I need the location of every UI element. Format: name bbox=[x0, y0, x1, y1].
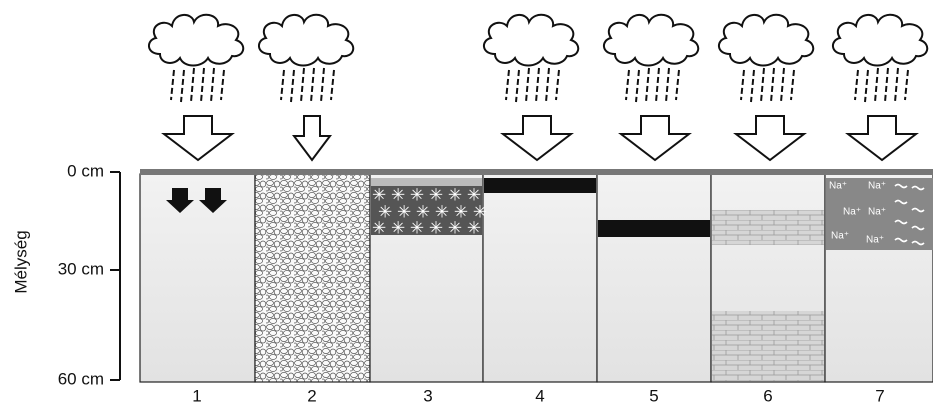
ion: Na⁺ bbox=[866, 235, 884, 246]
column-label: 5 bbox=[649, 386, 658, 405]
depth-axis: 0 cm 30 cm 60 cm Mélység bbox=[11, 161, 121, 388]
soil-columns: ✳ ✳ ✳ ✳ ✳ ✳ ✳ ✳ ✳ ✳ ✳ ✳ ✳ ✳ ✳ ✳ ✳ ✳ bbox=[139, 169, 933, 383]
axis-title: Mélység bbox=[11, 230, 30, 293]
svg-text:✳ ✳ ✳ ✳ ✳ ✳: ✳ ✳ ✳ ✳ ✳ ✳ bbox=[372, 185, 481, 204]
column-label: 3 bbox=[423, 386, 432, 405]
clouds bbox=[147, 13, 929, 161]
ion: Na⁺ bbox=[868, 207, 886, 218]
svg-text:✳ ✳ ✳ ✳ ✳ ✳: ✳ ✳ ✳ ✳ ✳ ✳ bbox=[372, 218, 481, 237]
ion-labels: Na⁺ Na⁺ Na⁺ Na⁺ Na⁺ Na⁺ bbox=[829, 181, 886, 246]
column-labels: 1 2 3 4 5 6 7 bbox=[192, 386, 884, 405]
ion: Na⁺ bbox=[829, 181, 847, 192]
column-label: 7 bbox=[875, 386, 884, 405]
column-label: 6 bbox=[763, 386, 772, 405]
tick-label: 0 cm bbox=[67, 161, 104, 180]
column-label: 4 bbox=[535, 386, 544, 405]
column-label: 1 bbox=[192, 386, 201, 405]
ion: Na⁺ bbox=[843, 207, 861, 218]
svg-text:✳ ✳ ✳ ✳ ✳ ✳: ✳ ✳ ✳ ✳ ✳ ✳ bbox=[378, 202, 487, 221]
ion: Na⁺ bbox=[868, 181, 886, 192]
tick-label: 30 cm bbox=[58, 259, 104, 278]
tick-label: 60 cm bbox=[58, 369, 104, 388]
column-label: 2 bbox=[307, 386, 316, 405]
ion: Na⁺ bbox=[831, 231, 849, 242]
